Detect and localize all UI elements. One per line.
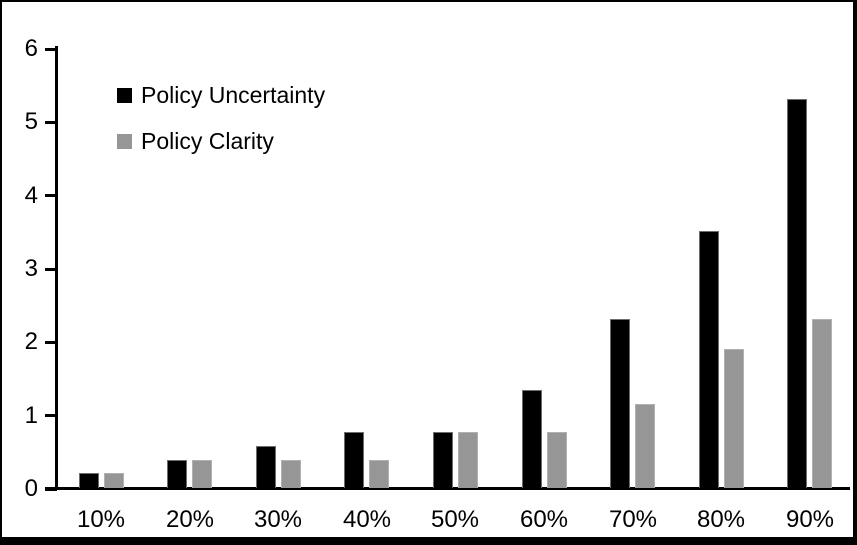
bar-policy-clarity [281, 460, 301, 488]
bar-policy-uncertainty [256, 446, 276, 488]
bar-policy-uncertainty [344, 432, 364, 488]
x-tick-label: 20% [165, 506, 215, 533]
bar-policy-uncertainty [699, 231, 719, 488]
x-tick-label: 80% [696, 506, 746, 533]
legend-item-policy-clarity: Policy Clarity [117, 128, 325, 154]
legend-label-policy-uncertainty: Policy Uncertainty [141, 81, 326, 108]
y-tick-mark [45, 488, 57, 491]
bar-policy-uncertainty [610, 319, 630, 488]
bar-policy-uncertainty [433, 432, 453, 488]
legend-swatch-policy-clarity-icon [117, 133, 132, 149]
bar-policy-clarity [724, 349, 744, 488]
y-tick-mark [45, 194, 57, 197]
x-tick-label: 90% [785, 506, 835, 533]
bar-policy-uncertainty [522, 390, 542, 488]
y-tick-label: 4 [24, 182, 38, 209]
x-tick-label: 70% [608, 506, 658, 533]
y-tick-mark [45, 268, 57, 271]
bar-policy-clarity [192, 460, 212, 488]
x-tick-label: 30% [253, 506, 303, 533]
legend-item-policy-uncertainty: Policy Uncertainty [117, 82, 325, 108]
bar-policy-clarity [104, 473, 124, 488]
y-tick-mark [45, 341, 57, 344]
y-tick-mark [45, 121, 57, 124]
y-tick-label: 6 [24, 35, 38, 62]
x-tick-label: 40% [342, 506, 392, 533]
y-tick-label: 1 [24, 402, 38, 429]
legend-label-policy-clarity: Policy Clarity [141, 127, 274, 154]
bar-policy-clarity [458, 432, 478, 488]
y-tick-mark [45, 414, 57, 417]
bar-policy-uncertainty [787, 99, 807, 488]
x-tick-label: 50% [430, 506, 480, 533]
y-tick-mark [45, 48, 57, 51]
legend-swatch-policy-uncertainty-icon [117, 87, 132, 103]
x-tick-label: 60% [519, 506, 569, 533]
legend: Policy Uncertainty Policy Clarity [117, 82, 325, 174]
bar-policy-clarity [547, 432, 567, 488]
x-tick-label: 10% [76, 506, 126, 533]
bar-policy-clarity [812, 319, 832, 488]
bar-policy-uncertainty [167, 460, 187, 488]
y-tick-label: 2 [24, 328, 38, 355]
bar-policy-clarity [369, 460, 389, 488]
bar-policy-uncertainty [79, 473, 99, 488]
y-tick-label: 3 [24, 255, 38, 282]
x-axis-line [45, 487, 850, 490]
y-tick-label: 5 [24, 108, 38, 135]
bar-policy-clarity [635, 404, 655, 488]
y-tick-label: 0 [24, 475, 38, 502]
